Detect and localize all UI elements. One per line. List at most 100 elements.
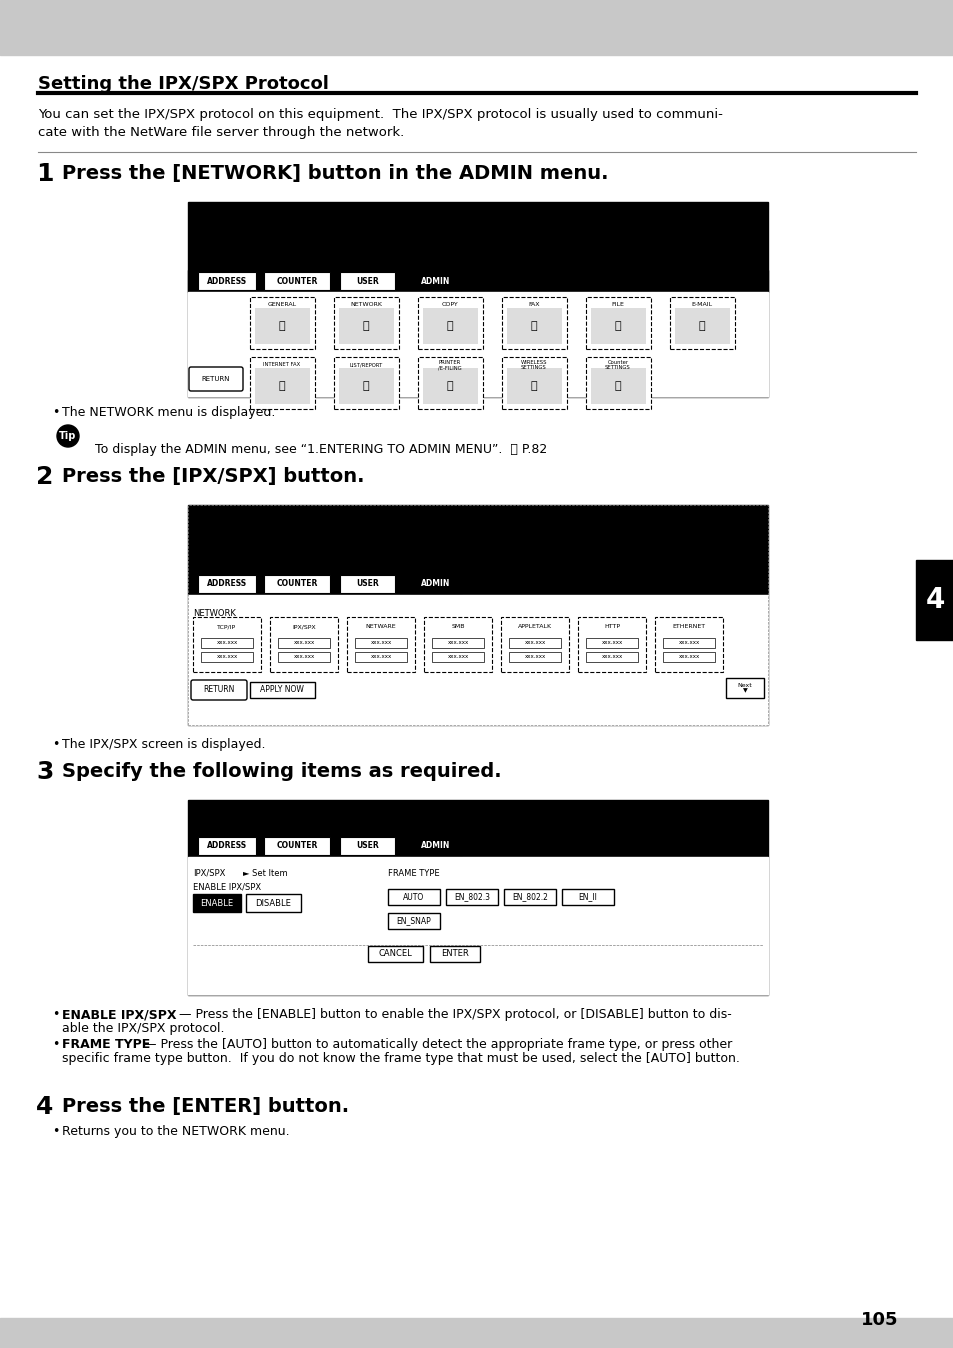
- Bar: [198, 837, 255, 855]
- Text: 2: 2: [36, 465, 53, 489]
- Text: Press the [IPX/SPX] button.: Press the [IPX/SPX] button.: [62, 466, 364, 487]
- Text: •: •: [52, 1008, 59, 1020]
- Bar: [277, 652, 330, 662]
- Text: ADDRESS: ADDRESS: [207, 276, 247, 286]
- Text: 105: 105: [861, 1312, 898, 1329]
- Text: RETURN: RETURN: [203, 686, 234, 694]
- Text: Next
▼: Next ▼: [737, 682, 752, 693]
- Text: IPX/SPX: IPX/SPX: [193, 869, 225, 878]
- Bar: [334, 357, 398, 408]
- Text: TCP/IP: TCP/IP: [217, 624, 236, 630]
- Bar: [188, 202, 767, 398]
- Bar: [417, 357, 482, 408]
- Text: 🔧: 🔧: [446, 321, 453, 332]
- Text: 🔧: 🔧: [446, 381, 453, 391]
- Text: 🔧: 🔧: [530, 381, 537, 391]
- Text: xxx.xxx: xxx.xxx: [216, 640, 237, 646]
- Bar: [662, 638, 714, 648]
- Bar: [0, 0, 953, 55]
- Text: specific frame type button.  If you do not know the frame type that must be used: specific frame type button. If you do no…: [62, 1051, 740, 1065]
- Bar: [188, 799, 767, 995]
- Text: ENABLE: ENABLE: [200, 899, 233, 907]
- Text: APPLY NOW: APPLY NOW: [260, 686, 304, 694]
- Bar: [585, 357, 650, 408]
- Bar: [417, 297, 482, 349]
- Text: USER: USER: [355, 276, 378, 286]
- Bar: [388, 913, 439, 929]
- Text: 🔧: 🔧: [530, 321, 537, 332]
- Text: ADMIN: ADMIN: [421, 580, 450, 589]
- Text: E-MAIL: E-MAIL: [691, 302, 712, 307]
- Bar: [368, 946, 422, 962]
- Bar: [506, 307, 561, 344]
- Text: — Press the [ENABLE] button to enable the IPX/SPX protocol, or [DISABLE] button : — Press the [ENABLE] button to enable th…: [174, 1008, 731, 1020]
- Bar: [250, 682, 314, 698]
- Text: 🔧: 🔧: [278, 381, 285, 391]
- Text: ADMIN: ADMIN: [421, 841, 450, 851]
- Text: ADDRESS: ADDRESS: [207, 580, 247, 589]
- Text: 3: 3: [36, 760, 53, 785]
- Text: •: •: [52, 737, 59, 751]
- Text: 🔧: 🔧: [698, 321, 704, 332]
- Text: xxx.xxx: xxx.xxx: [447, 640, 468, 646]
- Text: xxx.xxx: xxx.xxx: [370, 655, 392, 659]
- Bar: [355, 652, 407, 662]
- Bar: [188, 293, 767, 398]
- Text: COPY: COPY: [441, 302, 457, 307]
- Bar: [590, 368, 645, 404]
- Text: COUNTER: COUNTER: [276, 276, 317, 286]
- Text: xxx.xxx: xxx.xxx: [600, 640, 622, 646]
- Bar: [339, 272, 395, 290]
- Bar: [201, 652, 253, 662]
- Bar: [198, 272, 255, 290]
- Bar: [264, 837, 330, 855]
- Text: FAX: FAX: [528, 302, 539, 307]
- Text: COUNTER: COUNTER: [276, 841, 317, 851]
- Bar: [193, 617, 261, 673]
- Text: EN_802.3: EN_802.3: [454, 892, 490, 902]
- Bar: [422, 307, 477, 344]
- Bar: [264, 576, 330, 593]
- Text: The IPX/SPX screen is displayed.: The IPX/SPX screen is displayed.: [62, 737, 265, 751]
- Bar: [509, 638, 560, 648]
- Text: AUTO: AUTO: [403, 892, 424, 902]
- Bar: [585, 297, 650, 349]
- Bar: [347, 617, 415, 673]
- Bar: [501, 297, 566, 349]
- Text: •: •: [52, 406, 59, 419]
- Bar: [246, 894, 301, 913]
- Text: ► Set Item: ► Set Item: [243, 869, 287, 878]
- Bar: [430, 946, 479, 962]
- Text: Tip: Tip: [59, 431, 76, 441]
- Text: HTTP: HTTP: [603, 624, 619, 630]
- Text: LIST/REPORT: LIST/REPORT: [349, 363, 382, 368]
- Bar: [250, 297, 314, 349]
- Bar: [578, 617, 645, 673]
- Bar: [201, 638, 253, 648]
- Bar: [585, 652, 638, 662]
- Bar: [339, 576, 395, 593]
- Text: ADDRESS: ADDRESS: [207, 841, 247, 851]
- Text: 🔧: 🔧: [362, 321, 369, 332]
- Bar: [725, 678, 763, 698]
- Text: PRINTER
/E-FILING: PRINTER /E-FILING: [437, 360, 461, 371]
- Bar: [509, 652, 560, 662]
- Bar: [0, 1318, 953, 1348]
- Text: FILE: FILE: [611, 302, 624, 307]
- FancyBboxPatch shape: [189, 367, 243, 391]
- Text: USER: USER: [355, 580, 378, 589]
- Bar: [501, 357, 566, 408]
- Bar: [662, 652, 714, 662]
- Bar: [188, 506, 767, 725]
- Text: FRAME TYPE: FRAME TYPE: [388, 869, 439, 878]
- Circle shape: [57, 425, 79, 448]
- Text: USER: USER: [355, 841, 378, 851]
- Text: xxx.xxx: xxx.xxx: [216, 655, 237, 659]
- Bar: [198, 576, 255, 593]
- Bar: [446, 888, 497, 905]
- Text: NETWORK: NETWORK: [193, 609, 235, 617]
- Bar: [503, 888, 556, 905]
- Bar: [250, 357, 314, 408]
- Text: EN_SNAP: EN_SNAP: [396, 917, 431, 926]
- Text: EN_802.2: EN_802.2: [512, 892, 547, 902]
